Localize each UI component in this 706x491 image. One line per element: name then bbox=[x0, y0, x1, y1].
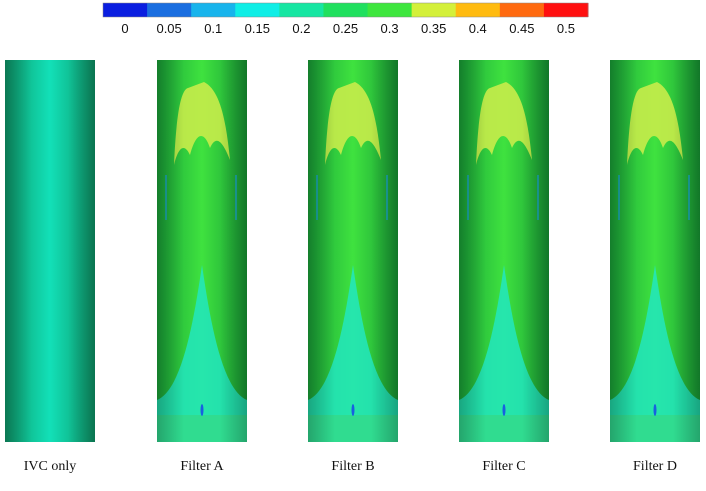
cylinder bbox=[5, 60, 95, 442]
cylinder-shade bbox=[157, 60, 247, 442]
colorbar-tick-label: 0.2 bbox=[292, 21, 310, 36]
colorbar-frame bbox=[102, 2, 589, 18]
cylinder bbox=[157, 60, 247, 442]
panels: IVC only Filter A Filter B Filter C Filter D bbox=[5, 60, 700, 474]
color-band bbox=[147, 3, 192, 17]
cylinder-shade bbox=[459, 60, 549, 442]
color-band bbox=[499, 3, 545, 17]
colorbar-tick-label: 0.1 bbox=[204, 21, 222, 36]
color-band bbox=[543, 3, 589, 17]
colorbar-tick-label: 0 bbox=[121, 21, 128, 36]
panel-label: IVC only bbox=[24, 459, 77, 474]
colorbar-tick-label: 0.45 bbox=[509, 21, 534, 36]
colorbar-tick-label: 0.05 bbox=[156, 21, 181, 36]
cylinder bbox=[459, 60, 549, 442]
cylinder bbox=[308, 60, 398, 442]
colorbar-tick-label: 0.25 bbox=[333, 21, 358, 36]
panel-label: Filter A bbox=[180, 459, 224, 474]
cylinder bbox=[610, 60, 700, 442]
cylinder-shade bbox=[308, 60, 398, 442]
colorbar-tick-label: 0.3 bbox=[381, 21, 399, 36]
color-band bbox=[235, 3, 280, 17]
color-band bbox=[323, 3, 369, 17]
color-band bbox=[367, 3, 413, 17]
colorbar-tick-label: 0.4 bbox=[469, 21, 487, 36]
panel-label: Filter C bbox=[482, 459, 525, 474]
color-band bbox=[455, 3, 501, 17]
color-band bbox=[411, 3, 457, 17]
panel-label: Filter B bbox=[331, 459, 374, 474]
panel-label: Filter D bbox=[633, 459, 677, 474]
color-band bbox=[279, 3, 324, 17]
color-band bbox=[103, 3, 148, 17]
colorbar-tick-label: 0.35 bbox=[421, 21, 446, 36]
colorbar-tick-label: 0.5 bbox=[557, 21, 575, 36]
colorbar-tick-label: 0.15 bbox=[245, 21, 270, 36]
color-band bbox=[191, 3, 236, 17]
cylinder-shade bbox=[610, 60, 700, 442]
colorbar: 0 0.05 0.1 0.15 0.2 0.25 0.3 0.35 0.4 0.45 0.5 bbox=[102, 2, 589, 36]
cylinder-shade bbox=[5, 60, 95, 442]
